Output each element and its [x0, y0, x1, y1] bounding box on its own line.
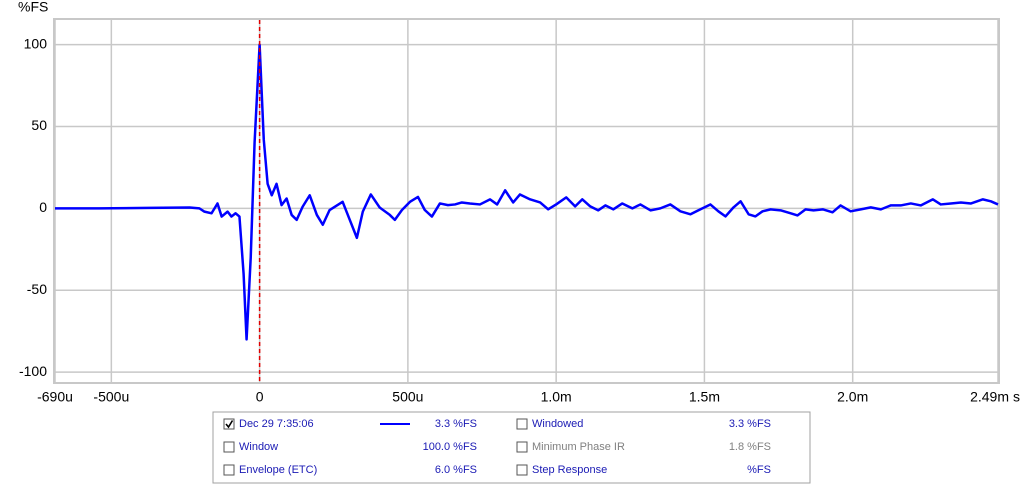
data-line: [55, 43, 999, 341]
checkbox[interactable]: [223, 441, 235, 453]
legend-reading: 3.3 %FS: [729, 418, 771, 430]
plot-frame: [53, 18, 1000, 384]
checkbox[interactable]: [516, 441, 528, 453]
checkbox[interactable]: [223, 464, 235, 476]
y-tick-label: 50: [31, 117, 47, 133]
checkmark: [225, 420, 234, 429]
x-tick-label: 1.5m: [689, 389, 720, 405]
legend-panel: [212, 411, 811, 484]
legend-label[interactable]: Window: [239, 441, 278, 453]
legend-reading: 6.0 %FS: [435, 464, 477, 476]
x-tick-label: -690u: [37, 389, 73, 405]
x-tick-label: -500u: [93, 389, 129, 405]
y-tick-label: 100: [24, 35, 48, 51]
checkbox[interactable]: [516, 418, 528, 430]
legend-label[interactable]: Envelope (ETC): [239, 464, 317, 476]
x-tick-label: 1.0m: [541, 389, 572, 405]
x-axis-unit: s: [1013, 389, 1020, 405]
legend-label[interactable]: Minimum Phase IR: [532, 441, 625, 453]
y-tick-label: 0: [39, 199, 47, 215]
legend-reading: 1.8 %FS: [729, 441, 771, 453]
y-axis-label: %FS: [18, 0, 48, 15]
x-tick-label: 500u: [392, 389, 423, 405]
legend-label[interactable]: Step Response: [532, 464, 607, 476]
y-tick-label: -50: [27, 281, 47, 297]
y-tick-label: -100: [19, 363, 47, 379]
checkbox[interactable]: [516, 464, 528, 476]
legend-label[interactable]: Dec 29 7:35:06: [239, 418, 314, 430]
x-tick-label: 0: [256, 389, 264, 405]
legend-label[interactable]: Windowed: [532, 418, 583, 430]
legend-reading: %FS: [747, 464, 771, 476]
legend-reading: 3.3 %FS: [435, 418, 477, 430]
x-tick-label: 2.0m: [837, 389, 868, 405]
checkbox[interactable]: [223, 418, 235, 430]
legend-reading: 100.0 %FS: [423, 441, 477, 453]
x-tick-label: 2.49m: [970, 389, 1009, 405]
